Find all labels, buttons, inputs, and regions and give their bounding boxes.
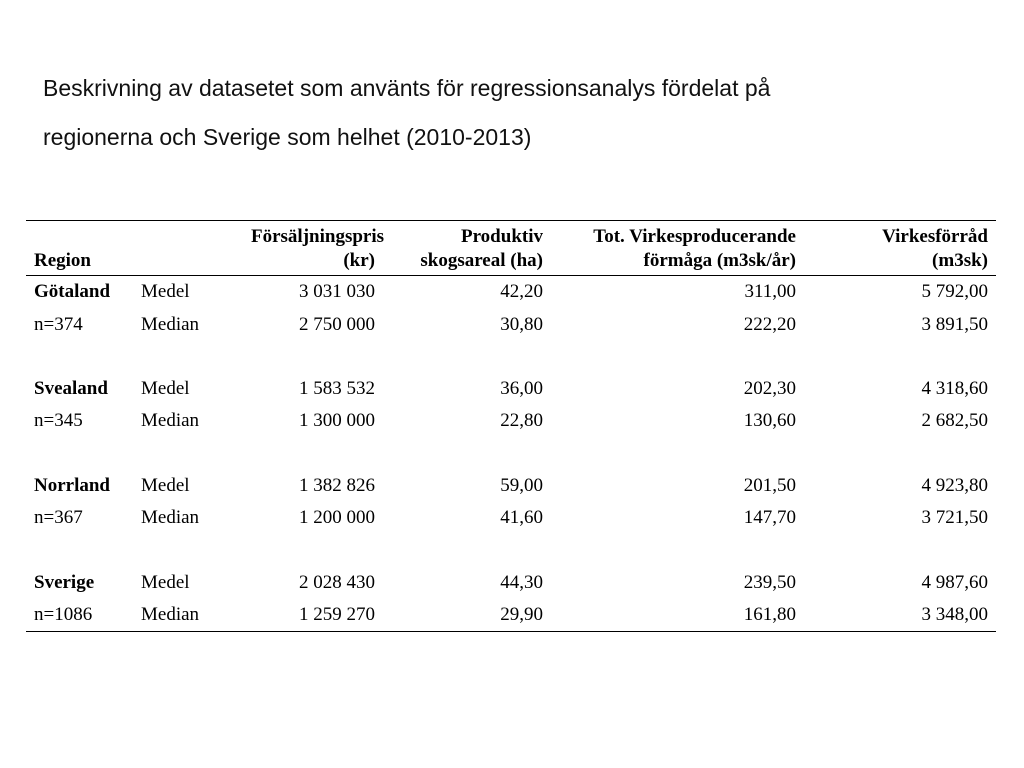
table-row-norrland-medel: Norrland Medel 1 382 826 59,00 201,50 4 … <box>26 470 996 502</box>
table-row-sverige-median: n=1086 Median 1 259 270 29,90 161,80 3 3… <box>26 599 996 632</box>
slide-title: Beskrivning av datasetet som använts för… <box>43 64 983 162</box>
statistic-label: Median <box>141 507 200 529</box>
sample-size: n=345 <box>34 410 83 432</box>
area-cell: 42,20 <box>500 281 543 303</box>
area-cell: 30,80 <box>500 313 543 335</box>
spacer-row <box>26 341 996 373</box>
stock-cell: 3 721,50 <box>921 507 989 529</box>
header-stock: Virkesförråd (m3sk) <box>882 226 988 271</box>
stock-cell: 4 923,80 <box>921 474 989 496</box>
area-cell: 36,00 <box>500 377 543 399</box>
table-row-gotaland-medel: Götaland Medel 3 031 030 42,20 311,00 5 … <box>26 276 996 309</box>
price-cell: 3 031 030 <box>299 281 375 303</box>
sample-size: n=1086 <box>34 603 93 625</box>
area-cell: 41,60 <box>500 507 543 529</box>
stock-cell: 3 348,00 <box>921 603 989 625</box>
header-area: Produktiv skogsareal (ha) <box>420 226 543 271</box>
area-cell: 22,80 <box>500 410 543 432</box>
statistics-table: Region Försäljningspris (kr) Produktiv sko… <box>26 220 996 632</box>
region-name: Götaland <box>34 281 111 303</box>
price-cell: 2 028 430 <box>299 571 375 593</box>
statistic-label: Median <box>141 313 200 335</box>
table-row-svealand-medel: Svealand Medel 1 583 532 36,00 202,30 4 … <box>26 373 996 405</box>
price-cell: 2 750 000 <box>299 313 375 335</box>
statistic-label: Medel <box>141 571 190 593</box>
area-cell: 29,90 <box>500 603 543 625</box>
spacer-row <box>26 534 996 566</box>
price-cell: 1 259 270 <box>299 603 375 625</box>
capacity-cell: 130,60 <box>743 410 796 432</box>
statistic-label: Median <box>141 410 200 432</box>
area-cell: 59,00 <box>500 474 543 496</box>
capacity-cell: 202,30 <box>743 377 796 399</box>
price-cell: 1 382 826 <box>299 474 375 496</box>
statistic-label: Medel <box>141 281 190 303</box>
region-name: Svealand <box>34 377 108 399</box>
statistic-label: Medel <box>141 474 190 496</box>
price-cell: 1 583 532 <box>299 377 375 399</box>
region-name: Norrland <box>34 474 110 496</box>
stock-cell: 4 318,60 <box>921 377 989 399</box>
capacity-cell: 161,80 <box>743 603 796 625</box>
header-row: Region Försäljningspris (kr) Produktiv sko… <box>26 220 996 276</box>
table-row-svealand-median: n=345 Median 1 300 000 22,80 130,60 2 68… <box>26 405 996 437</box>
table-row-sverige-medel: Sverige Medel 2 028 430 44,30 239,50 4 9… <box>26 566 996 598</box>
title-line-1: Beskrivning av datasetet som använts för… <box>43 75 771 101</box>
stock-cell: 2 682,50 <box>921 410 989 432</box>
capacity-cell: 239,50 <box>743 571 796 593</box>
header-statistic <box>133 221 243 276</box>
sample-size: n=367 <box>34 507 83 529</box>
capacity-cell: 222,20 <box>743 313 796 335</box>
table-body: Götaland Medel 3 031 030 42,20 311,00 5 … <box>26 276 996 632</box>
table-header: Region Försäljningspris (kr) Produktiv sko… <box>26 220 996 276</box>
table-row-norrland-median: n=367 Median 1 200 000 41,60 147,70 3 72… <box>26 502 996 534</box>
sample-size: n=374 <box>34 313 83 335</box>
price-cell: 1 200 000 <box>299 507 375 529</box>
table-row-gotaland-median: n=374 Median 2 750 000 30,80 222,20 3 89… <box>26 308 996 340</box>
header-region: Region <box>34 250 91 271</box>
capacity-cell: 201,50 <box>743 474 796 496</box>
stock-cell: 4 987,60 <box>921 571 989 593</box>
area-cell: 44,30 <box>500 571 543 593</box>
capacity-cell: 311,00 <box>744 281 796 303</box>
spacer-row <box>26 438 996 470</box>
header-capacity: Tot. Virkesproducerande förmåga (m3sk/år) <box>593 226 796 271</box>
title-line-2: regionerna och Sverige som helhet (2010-… <box>43 124 532 150</box>
stock-cell: 3 891,50 <box>921 313 989 335</box>
statistic-label: Median <box>141 603 200 625</box>
stock-cell: 5 792,00 <box>921 281 989 303</box>
region-name: Sverige <box>34 571 95 593</box>
capacity-cell: 147,70 <box>743 507 796 529</box>
price-cell: 1 300 000 <box>299 410 375 432</box>
statistic-label: Medel <box>141 377 190 399</box>
header-price: Försäljningspris (kr) <box>251 226 385 271</box>
